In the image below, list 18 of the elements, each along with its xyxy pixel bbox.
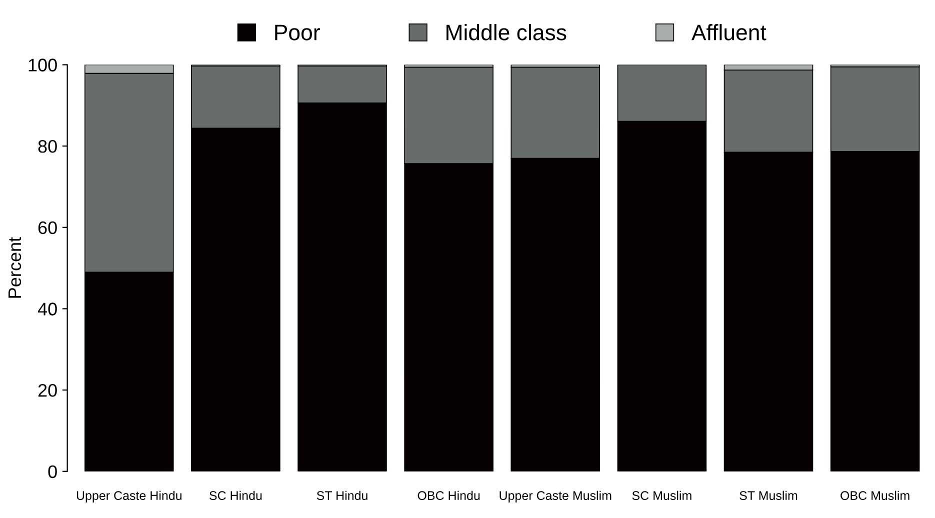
x-tick-label: Upper Caste Muslim	[500, 490, 612, 502]
y-tick-label: 20	[38, 384, 57, 397]
x-tick-label: SC Hindu	[210, 490, 262, 500]
legend-label: Affluent	[691, 24, 766, 40]
x-tick-label: OBC Muslim	[840, 490, 910, 500]
y-tick-label: 100	[28, 58, 57, 72]
y-tick-label: 0	[48, 465, 57, 478]
x-tick-label: ST Muslim	[740, 490, 798, 500]
legend-label: Middle class	[446, 24, 566, 40]
y-tick-label: 60	[38, 221, 57, 234]
x-tick-label: OBC Hindu	[418, 490, 480, 500]
y-tick-label: 40	[38, 302, 57, 316]
x-tick-label: Upper Caste Hindu	[76, 490, 182, 502]
x-tick-label: SC Muslim	[632, 490, 692, 500]
y-tick-label: 80	[38, 140, 57, 153]
legend-label: Poor	[275, 24, 320, 40]
y-axis-title: Percent	[8, 237, 22, 298]
x-tick-label: ST Hindu	[316, 490, 368, 500]
